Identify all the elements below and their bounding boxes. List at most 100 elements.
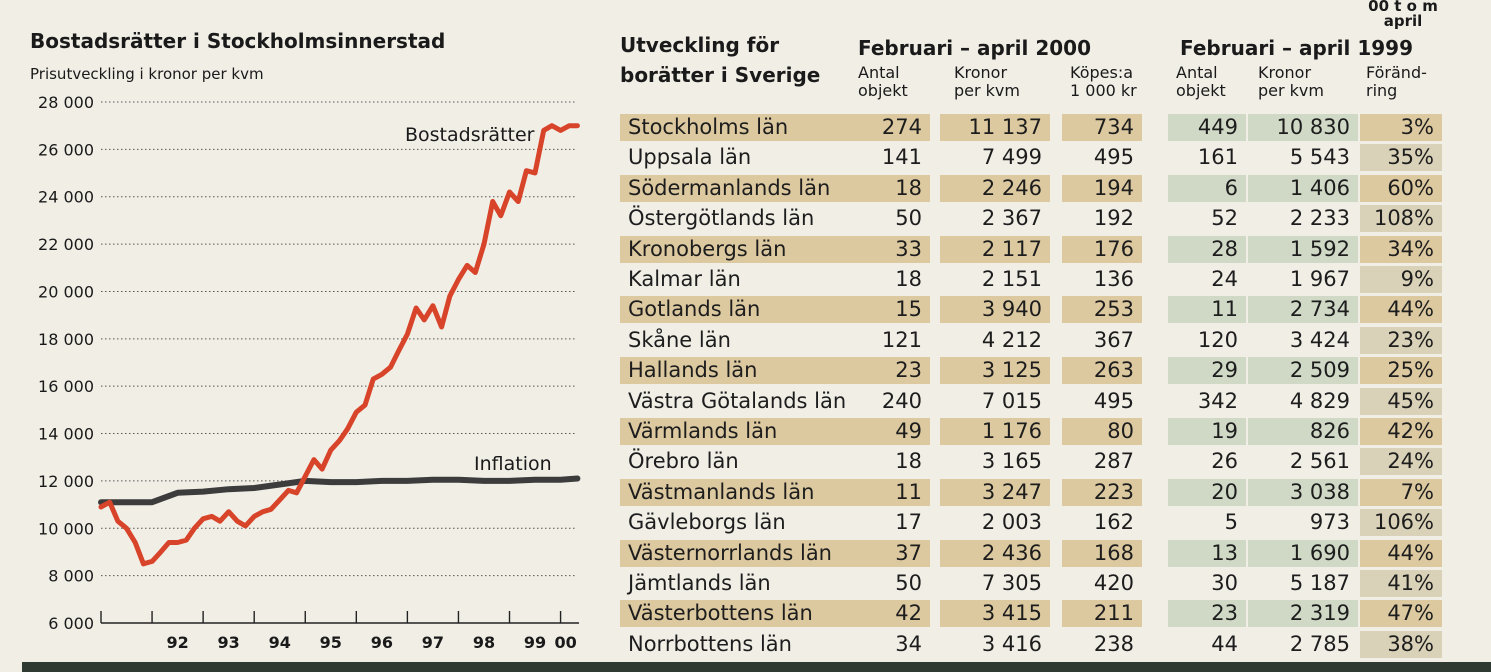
x-axis [100,611,579,624]
table-row: Hallands län 23 3 125 263 29 2 509 25% [612,357,1491,387]
county-name: Östergötlands län [628,206,815,231]
bottom-rule [22,662,1491,672]
table-cell: 60% [1360,174,1442,202]
table-cell: 41% [1360,570,1442,597]
series-line-inflation [98,475,581,506]
table-cell: 44 [1211,631,1238,656]
x-tick-label: 97 [422,633,444,652]
y-tick-label: 22 000 [38,235,94,254]
table-cell: 176 [1062,235,1142,263]
table-cell: 2 233 [1289,206,1350,231]
county-name: Västmanlands län [620,478,850,506]
county-name: Örebro län [628,449,739,474]
table-row: Värmlands län 49 1 176 80 19 826 42% [612,418,1491,448]
table-cell: 162 [1093,510,1134,535]
table-cell: 50 [895,571,922,595]
table-cell: 13 [1168,539,1246,567]
table-cell: 7 015 [981,388,1042,413]
column-header-4-line-0: Kronor [1258,63,1312,82]
table-cell: 4 212 [981,327,1042,352]
x-tick-label: 00 [555,633,577,652]
column-fragment-top: 00 t o m april [1368,0,1438,30]
x-tick-label: 93 [218,633,240,652]
county-name: Gotlands län [620,296,850,324]
table-cell: 37 [850,539,930,567]
table-cell: 274 [850,114,930,141]
county-name: Västernorrlands län [620,539,850,567]
table-cell: 23 [1168,600,1246,628]
table-cell: 3 415 [940,600,1050,628]
table-row: Örebro län 18 3 165 287 26 2 561 24% [612,448,1491,478]
table-cell: 18 [850,174,930,202]
y-tick-label: 14 000 [38,425,94,444]
table-cell: 7% [1360,478,1442,506]
table-cell: 420 [1093,571,1134,595]
table-cell: 25% [1360,357,1442,385]
table-cell: 11 [1168,296,1246,324]
table-cell: 3 247 [940,478,1050,506]
column-header-5-line-0: Föränd- [1366,63,1427,82]
county-name: Hallands län [620,357,850,385]
table-cell: 495 [1093,145,1134,170]
table-cell: 1 176 [940,418,1050,445]
y-tick-label: 26 000 [38,140,94,159]
column-header-2-line-1: 1 000 kr [1070,81,1137,100]
table-cell: 44% [1360,539,1442,567]
county-name: Gävleborgs län [628,510,786,535]
table-cell: 7 499 [981,145,1042,170]
column-header-3: Antal objekt [1176,64,1226,100]
table-cell: 4 829 [1289,388,1350,413]
y-tick-label: 24 000 [38,188,94,207]
table-cell: 6 [1168,174,1246,202]
y-tick-label: 28 000 [38,93,94,112]
table-cell: 161 [1197,145,1238,170]
y-tick-label: 12 000 [38,472,94,491]
county-name: Norrbottens län [628,631,792,656]
x-tick-label: 92 [166,633,188,652]
table-row: Västra Götalands län 240 7 015 495 342 4 829 4… [612,387,1491,418]
chart-subtitle: Prisutveckling i kronor per kvm [30,65,264,83]
table-cell: 2 151 [981,267,1042,291]
table-cell: 42% [1360,418,1442,445]
table-row: Södermanlands län 18 2 246 194 6 1 406 60% [612,174,1491,205]
table-cell: 34% [1360,235,1442,263]
table-cell: 253 [1062,296,1142,324]
table-cell: 136 [1093,267,1134,291]
y-tick-label: 6 000 [48,614,94,633]
table-cell: 80 [1062,418,1142,445]
grid-lines [101,101,577,577]
table-cell: 141 [881,145,922,170]
column-header-0: Antal objekt [858,64,908,100]
table-cell: 47% [1360,600,1442,628]
table-row: Östergötlands län 50 2 367 192 52 2 233 108% [612,205,1491,235]
table-row: Kalmar län 18 2 151 136 24 1 967 9% [612,266,1491,296]
table-cell: 15 [850,296,930,324]
county-name: Jämtlands län [628,571,771,595]
table-cell: 121 [881,327,922,352]
table-cell: 34 [895,631,922,656]
county-name: Stockholms län [620,114,850,141]
price-table: 00 t o m april Utveckling för borätter i… [612,0,1491,672]
table-cell: 2 509 [1248,357,1358,385]
x-tick-label: 98 [473,633,495,652]
table-cell: 11 [850,478,930,506]
table-cell: 5 543 [1289,145,1350,170]
table-row: Skåne län 121 4 212 367 120 3 424 23% [612,326,1491,357]
table-row: Västernorrlands län 37 2 436 168 13 1 690 44% [612,539,1491,570]
table-cell: 2 436 [940,539,1050,567]
table-cell: 287 [1093,449,1134,474]
table-cell: 33 [850,235,930,263]
y-tick-label: 8 000 [48,567,94,586]
county-name: Kronobergs län [620,235,850,263]
table-row: Uppsala län 141 7 499 495 161 5 543 35% [612,144,1491,174]
table-row: Gotlands län 15 3 940 253 11 2 734 44% [612,296,1491,326]
table-cell: 1 967 [1289,267,1350,291]
table-cell: 23 [850,357,930,385]
table-cell: 5 187 [1289,571,1350,595]
x-tick-label: 96 [371,633,393,652]
table-cell: 28 [1168,235,1246,263]
table-cell: 5 [1224,510,1238,535]
county-name: Kalmar län [628,267,741,291]
chart-svg: Bostadsrätter i Stockholmsinnerstad Pris… [30,29,581,652]
y-tick-label: 16 000 [38,377,94,396]
